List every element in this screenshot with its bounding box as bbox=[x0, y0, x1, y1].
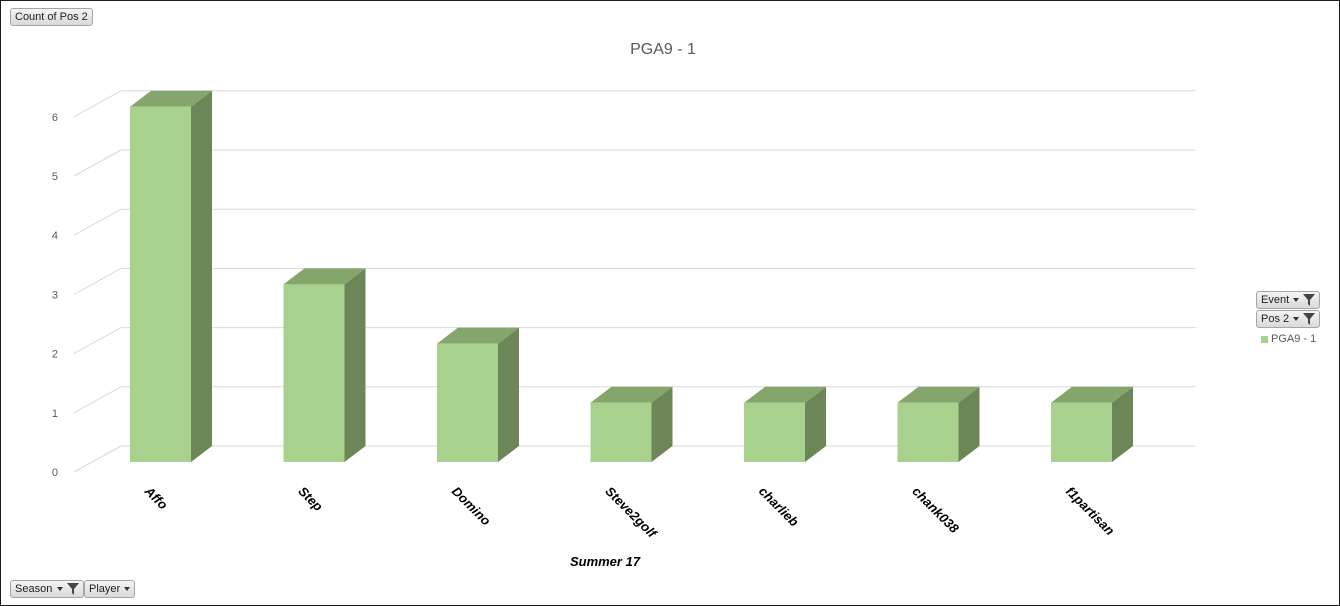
chevron-down-icon bbox=[1292, 317, 1299, 322]
x-tick-label: Step bbox=[295, 484, 326, 515]
gridline bbox=[73, 327, 1196, 355]
gridline bbox=[73, 149, 1196, 177]
chevron-down-icon bbox=[124, 587, 131, 592]
bar bbox=[744, 386, 826, 462]
y-tick-label: 5 bbox=[52, 171, 58, 183]
filter-funnel-icon bbox=[67, 583, 79, 596]
filter-funnel-icon bbox=[1303, 294, 1315, 307]
bar bbox=[897, 386, 980, 462]
pos2-filter-button[interactable]: Pos 2 bbox=[1256, 310, 1320, 328]
x-tick-label: charlieb bbox=[756, 484, 802, 530]
legend-label: PGA9 - 1 bbox=[1271, 333, 1317, 345]
x-tick-label: Steve2golf bbox=[602, 484, 660, 542]
y-tick-label: 2 bbox=[52, 349, 58, 361]
y-tick-label: 3 bbox=[52, 289, 58, 301]
pos2-filter-label: Pos 2 bbox=[1261, 313, 1290, 325]
bar bbox=[590, 386, 673, 462]
bar bbox=[130, 90, 212, 463]
x-tick-label: chank038 bbox=[909, 484, 962, 537]
y-tick-label: 4 bbox=[52, 230, 58, 242]
gridline bbox=[73, 208, 1196, 236]
y-tick-label: 6 bbox=[52, 112, 58, 124]
chevron-down-icon bbox=[56, 587, 63, 592]
x-tick-label: f1partisan bbox=[1063, 484, 1118, 539]
event-filter-button[interactable]: Event bbox=[1256, 291, 1320, 309]
gridline bbox=[73, 267, 1196, 295]
y-tick-label: 1 bbox=[52, 408, 58, 420]
gridline bbox=[73, 90, 1196, 118]
chart-title: PGA9 - 1 bbox=[630, 41, 696, 58]
bar bbox=[1051, 386, 1133, 462]
x-axis-title: Summer 17 bbox=[570, 554, 641, 569]
player-axis-button[interactable]: Player bbox=[84, 580, 136, 598]
value-field-button[interactable]: Count of Pos 2 bbox=[10, 8, 93, 26]
value-field-label: Count of Pos 2 bbox=[15, 11, 88, 23]
season-axis-button[interactable]: Season bbox=[10, 580, 84, 598]
season-axis-label: Season bbox=[15, 583, 53, 595]
bar bbox=[437, 327, 519, 462]
legend-entry: PGA9 - 1 bbox=[1261, 332, 1316, 346]
x-tick-label: Domino bbox=[449, 484, 494, 529]
legend-swatch bbox=[1261, 335, 1268, 343]
chevron-down-icon bbox=[1292, 298, 1299, 303]
x-tick-label: Affo bbox=[141, 483, 171, 513]
player-axis-label: Player bbox=[89, 583, 121, 595]
y-tick-label: 0 bbox=[52, 467, 58, 479]
filter-funnel-icon bbox=[1303, 313, 1315, 326]
bar bbox=[283, 268, 366, 462]
event-filter-label: Event bbox=[1261, 294, 1290, 306]
